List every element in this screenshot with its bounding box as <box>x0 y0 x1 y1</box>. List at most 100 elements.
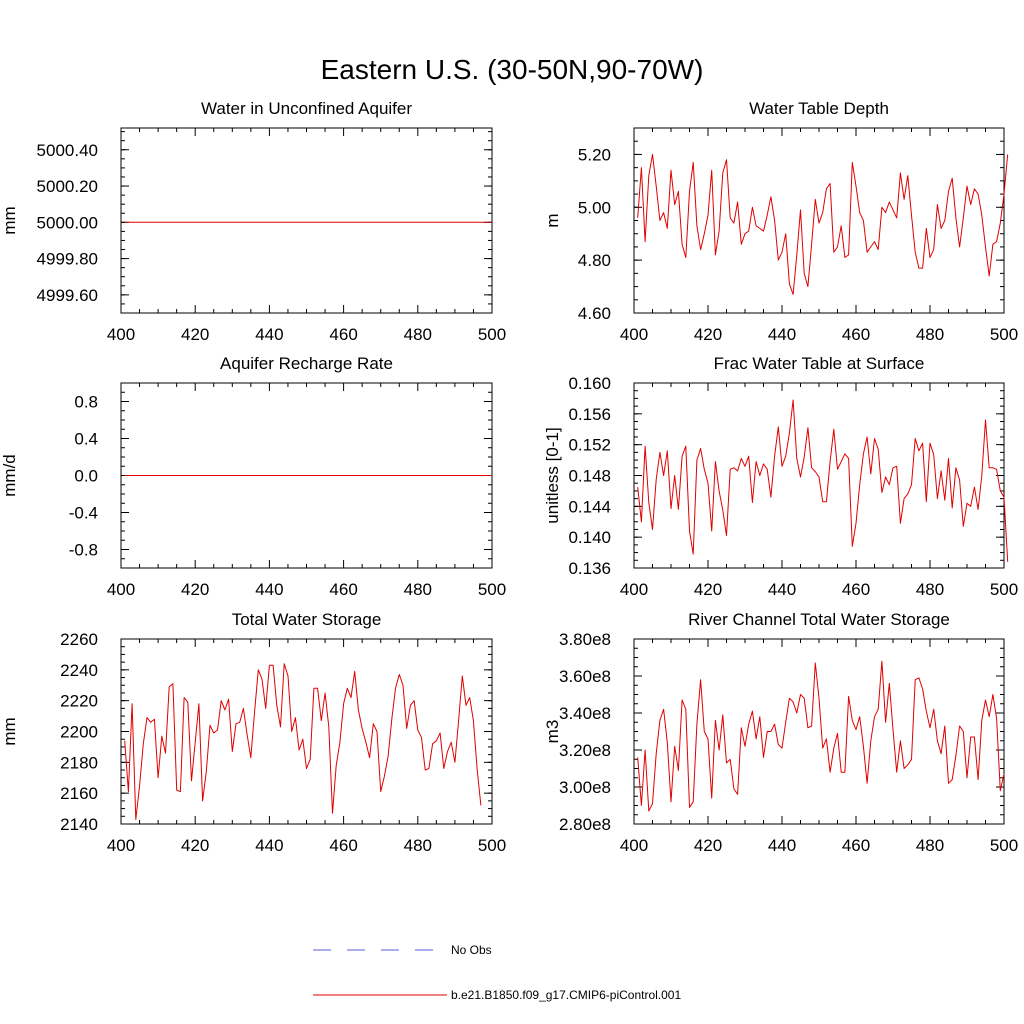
x-tick-label: 460 <box>842 836 870 855</box>
x-tick-label: 460 <box>329 836 357 855</box>
y-tick-label: 3.20e8 <box>559 741 611 760</box>
panel-title: River Channel Total Water Storage <box>688 610 950 629</box>
panels: Water in Unconfined Aquifer mm 400 420 440 46… <box>0 99 1018 855</box>
x-tick-label: 440 <box>768 836 796 855</box>
y-tick-label: 3.00e8 <box>559 778 611 797</box>
y-tick-label: 5000.40 <box>37 141 98 160</box>
y-axis-label: unitless [0-1] <box>543 427 562 523</box>
x-tick-label: 460 <box>842 580 870 599</box>
x-tick-label: 500 <box>990 580 1018 599</box>
y-axis-label: mm/d <box>0 454 19 497</box>
panel-title: Water Table Depth <box>749 99 889 118</box>
y-tick-label: 2240 <box>60 661 98 680</box>
y-tick-label: 5.00 <box>578 198 611 217</box>
y-tick-label: 0.4 <box>74 430 98 449</box>
y-tick-label: 0.140 <box>568 528 611 547</box>
x-tick-label: 500 <box>478 580 506 599</box>
y-tick-label: 0.0 <box>74 467 98 486</box>
y-tick-label: 5000.00 <box>37 213 98 232</box>
x-tick-label: 500 <box>990 836 1018 855</box>
series-line <box>637 399 1009 562</box>
x-tick-label: 440 <box>768 325 796 344</box>
y-tick-label: -0.8 <box>69 541 98 560</box>
y-tick-label: 3.60e8 <box>559 667 611 686</box>
y-tick-label: 4999.80 <box>37 250 98 269</box>
y-axis-label: m <box>543 213 562 227</box>
legend-label-obs: No Obs <box>451 943 492 957</box>
x-tick-label: 480 <box>404 325 432 344</box>
x-tick-label: 480 <box>404 580 432 599</box>
series-line <box>637 153 1009 295</box>
y-tick-label: 0.8 <box>74 393 98 412</box>
y-axis-label: m3 <box>543 720 562 744</box>
y-tick-label: 2220 <box>60 692 98 711</box>
x-tick-label: 460 <box>329 580 357 599</box>
x-tick-label: 500 <box>990 325 1018 344</box>
legend-label-model: b.e21.B1850.f09_g17.CMIP6-piControl.001 <box>451 988 681 1002</box>
x-tick-label: 480 <box>916 580 944 599</box>
x-tick-label: 440 <box>255 325 283 344</box>
x-tick-label: 400 <box>107 836 135 855</box>
plot-frame <box>120 127 493 314</box>
panel-title: Total Water Storage <box>232 610 382 629</box>
panel-6: River Channel Total Water Storage m3 400 42… <box>543 610 1018 855</box>
series-line <box>124 663 482 820</box>
y-tick-label: 0.156 <box>568 405 611 424</box>
x-tick-label: 480 <box>404 836 432 855</box>
y-axis-label: mm <box>0 206 19 234</box>
x-tick-label: 400 <box>107 325 135 344</box>
y-tick-label: 2.80e8 <box>559 815 611 834</box>
x-tick-label: 440 <box>255 836 283 855</box>
x-tick-label: 420 <box>181 580 209 599</box>
x-tick-label: 440 <box>768 580 796 599</box>
x-tick-label: 400 <box>620 580 648 599</box>
x-tick-label: 480 <box>916 836 944 855</box>
y-axis-label: mm <box>0 717 19 745</box>
legend: No Obs b.e21.B1850.f09_g17.CMIP6-piContr… <box>313 943 681 1002</box>
y-tick-label: 2160 <box>60 784 98 803</box>
x-tick-label: 440 <box>255 580 283 599</box>
series-line <box>637 660 1005 812</box>
x-tick-label: 420 <box>694 325 722 344</box>
x-tick-label: 400 <box>107 580 135 599</box>
y-tick-label: 2200 <box>60 723 98 742</box>
panel-1: Water in Unconfined Aquifer mm 400 420 440 46… <box>0 99 506 344</box>
panel-4: Frac Water Table at Surface unitless [0-1… <box>543 354 1018 599</box>
plot-frame <box>120 638 493 825</box>
y-tick-label: 5000.20 <box>37 177 98 196</box>
y-tick-label: 3.40e8 <box>559 704 611 723</box>
panel-title: Frac Water Table at Surface <box>714 354 925 373</box>
y-tick-label: 5.20 <box>578 145 611 164</box>
y-tick-label: 4.80 <box>578 251 611 270</box>
x-tick-label: 400 <box>620 325 648 344</box>
y-tick-label: 0.148 <box>568 467 611 486</box>
y-tick-label: 2180 <box>60 753 98 772</box>
y-tick-label: 0.144 <box>568 497 611 516</box>
x-tick-label: 420 <box>181 325 209 344</box>
panel-title: Aquifer Recharge Rate <box>220 354 393 373</box>
panel-title: Water in Unconfined Aquifer <box>201 99 412 118</box>
x-tick-label: 460 <box>329 325 357 344</box>
x-tick-label: 500 <box>478 325 506 344</box>
y-tick-label: 0.136 <box>568 559 611 578</box>
y-tick-label: 2140 <box>60 815 98 834</box>
x-tick-label: 400 <box>620 836 648 855</box>
y-tick-label: -0.4 <box>69 504 98 523</box>
x-tick-label: 420 <box>694 836 722 855</box>
figure-title: Eastern U.S. (30-50N,90-70W) <box>321 54 704 85</box>
x-tick-label: 500 <box>478 836 506 855</box>
panel-2: Water Table Depth m 400 420 440 460 480 500 4.60… <box>543 99 1018 344</box>
y-tick-label: 4999.60 <box>37 286 98 305</box>
y-tick-label: 0.160 <box>568 374 611 393</box>
plot-frame <box>633 382 1005 569</box>
y-tick-label: 0.152 <box>568 436 611 455</box>
x-tick-label: 480 <box>916 325 944 344</box>
x-tick-label: 420 <box>181 836 209 855</box>
x-tick-label: 420 <box>694 580 722 599</box>
y-tick-label: 3.80e8 <box>559 630 611 649</box>
panel-3: Aquifer Recharge Rate mm/d 400 420 440 460 480… <box>0 354 506 599</box>
y-tick-label: 4.60 <box>578 304 611 323</box>
panel-5: Total Water Storage mm 400 420 440 460 480 500 2… <box>0 610 506 855</box>
x-tick-label: 460 <box>842 325 870 344</box>
